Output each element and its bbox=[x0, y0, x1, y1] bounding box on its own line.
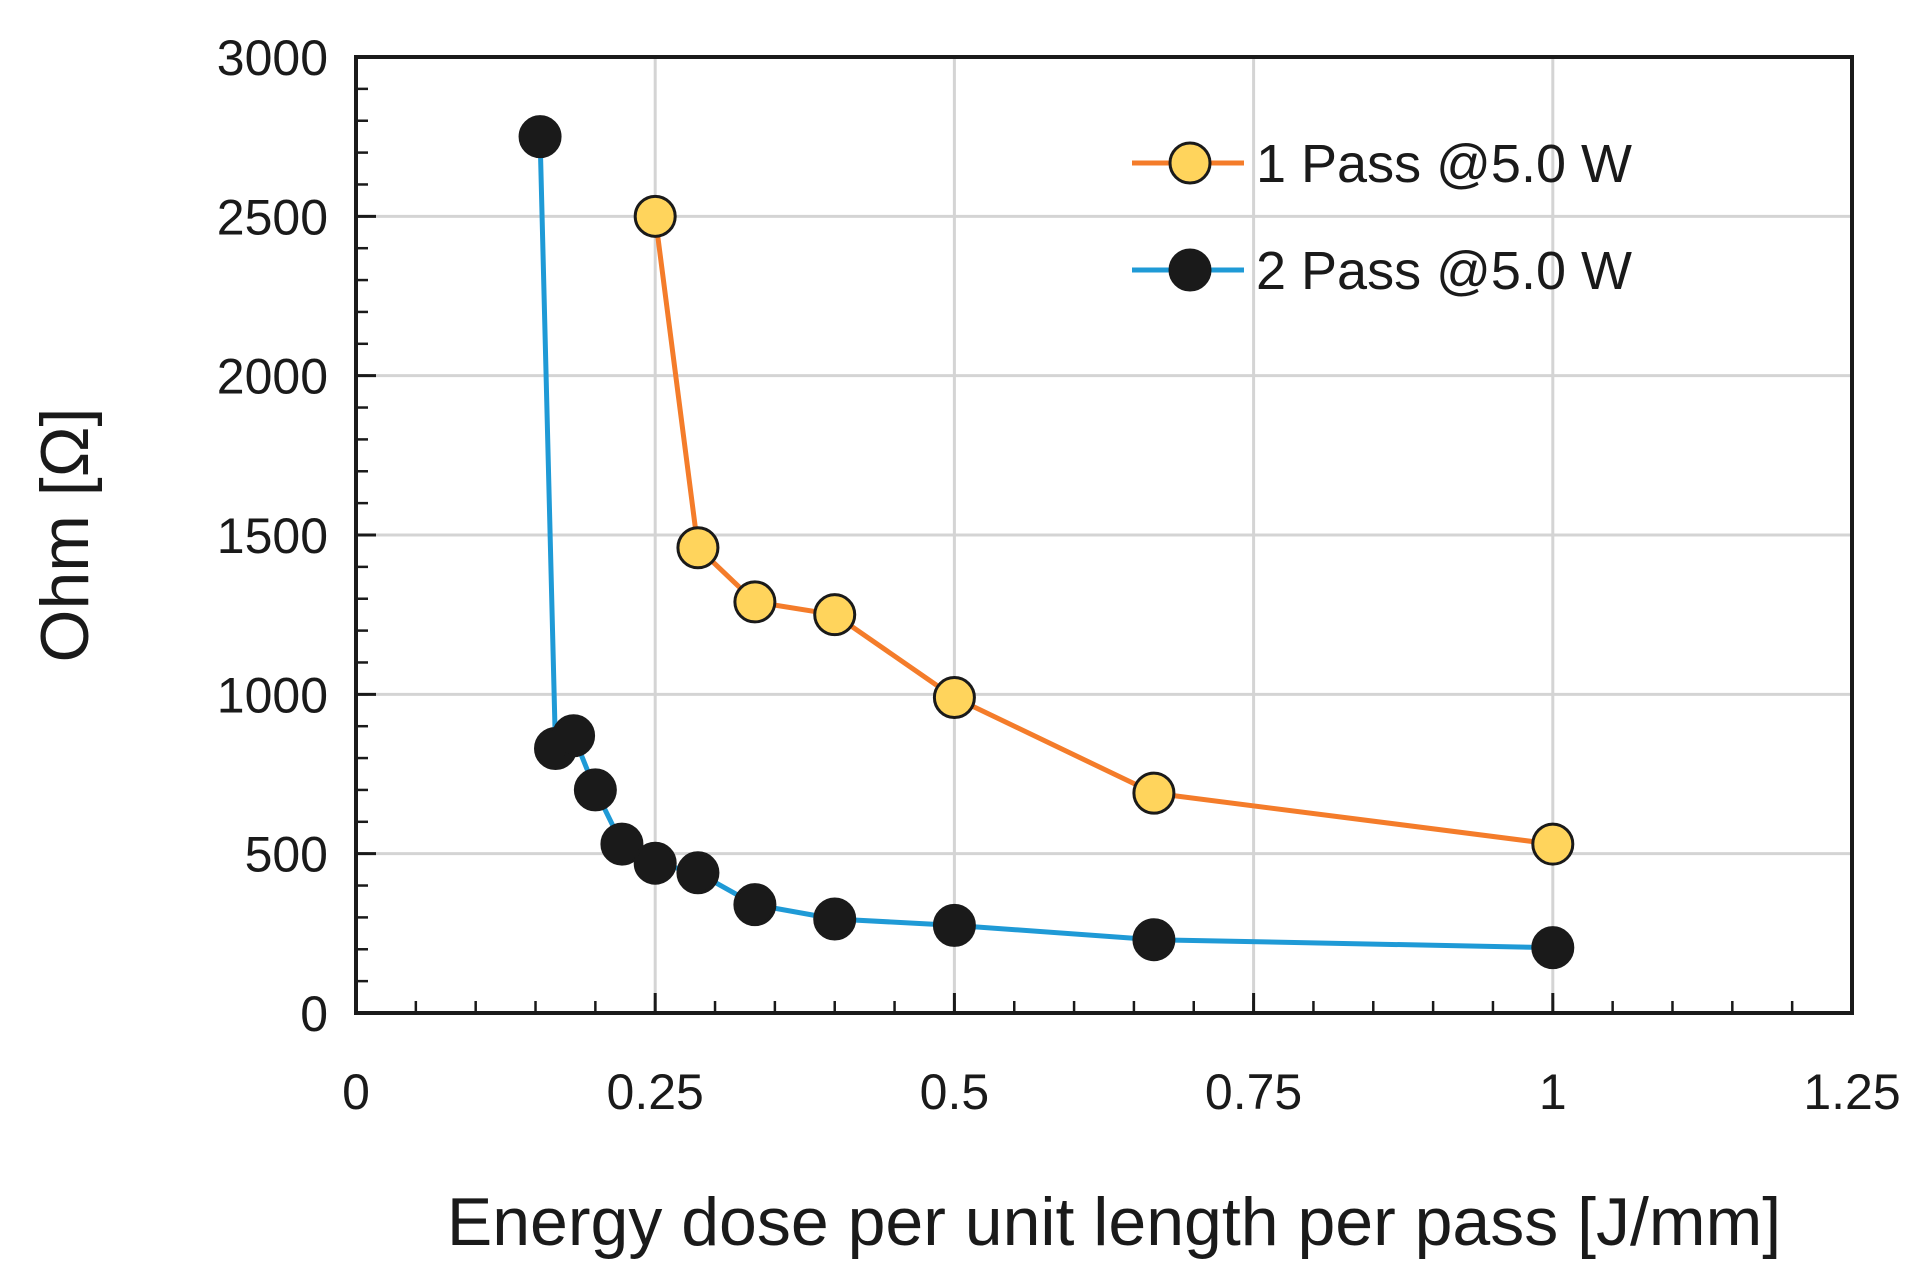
legend-label: 2 Pass @5.0 W bbox=[1256, 241, 1632, 301]
legend: 1 Pass @5.0 W 2 Pass @5.0 W bbox=[1132, 134, 1632, 301]
y-tick-label: 3000 bbox=[217, 30, 328, 86]
x-tick-label: 0.25 bbox=[607, 1064, 704, 1120]
y-tick-label: 1500 bbox=[217, 508, 328, 564]
series-1 bbox=[633, 194, 1575, 866]
data-point bbox=[633, 841, 677, 885]
data-point bbox=[1531, 926, 1575, 970]
data-point bbox=[1531, 822, 1575, 866]
x-tick-label: 0.75 bbox=[1205, 1064, 1302, 1120]
legend-item-1: 1 Pass @5.0 W bbox=[1132, 134, 1632, 194]
series-layer bbox=[518, 115, 1575, 970]
data-point bbox=[633, 194, 677, 238]
legend-label: 1 Pass @5.0 W bbox=[1256, 134, 1632, 194]
data-point bbox=[932, 676, 976, 720]
data-point bbox=[932, 903, 976, 947]
legend-item-2: 2 Pass @5.0 W bbox=[1132, 241, 1632, 301]
y-tick-label: 500 bbox=[245, 827, 328, 883]
data-point bbox=[573, 768, 617, 812]
grid-lines bbox=[356, 57, 1852, 1013]
x-tick-label: 1 bbox=[1539, 1064, 1567, 1120]
legend-marker bbox=[1168, 248, 1212, 292]
series-2 bbox=[518, 115, 1575, 970]
data-point bbox=[600, 822, 644, 866]
y-tick-label: 2500 bbox=[217, 189, 328, 245]
data-point bbox=[813, 593, 857, 637]
y-axis-title: Ohm [Ω] bbox=[27, 408, 103, 663]
data-point bbox=[552, 714, 596, 758]
y-tick-label: 2000 bbox=[217, 349, 328, 405]
data-point bbox=[676, 851, 720, 895]
data-point bbox=[733, 883, 777, 927]
data-point bbox=[813, 897, 857, 941]
legend-marker bbox=[1168, 141, 1212, 185]
y-tick-label: 0 bbox=[300, 986, 328, 1042]
data-point bbox=[733, 580, 777, 624]
axis-ticks bbox=[354, 55, 1854, 1015]
x-tick-label: 0.5 bbox=[920, 1064, 990, 1120]
y-tick-label: 1000 bbox=[217, 667, 328, 723]
data-point bbox=[1132, 918, 1176, 962]
x-axis-title: Energy dose per unit length per pass [J/… bbox=[447, 1184, 1781, 1260]
x-tick-label: 0 bbox=[342, 1064, 370, 1120]
data-point bbox=[518, 115, 562, 159]
tick-labels: 0 0.25 0.5 0.75 1 1.25 0 500 1000 1500 2000 2500 300… bbox=[217, 30, 1901, 1120]
data-point bbox=[676, 526, 720, 570]
data-point bbox=[1132, 771, 1176, 815]
x-tick-label: 1.25 bbox=[1803, 1064, 1900, 1120]
